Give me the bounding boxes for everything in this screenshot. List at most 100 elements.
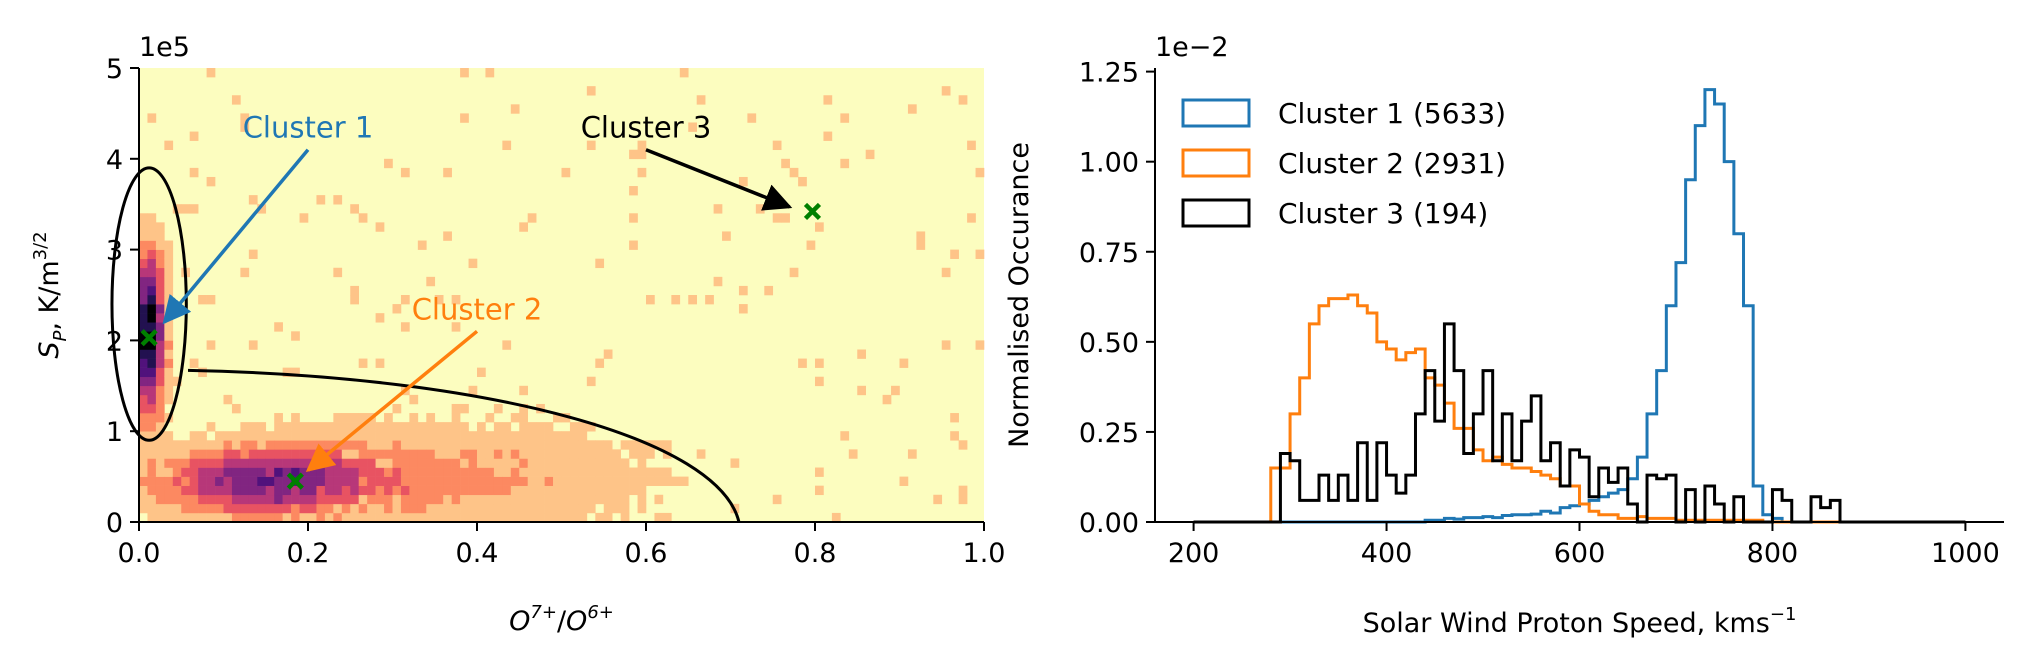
- heatmap-cell: [155, 403, 165, 414]
- heatmap-cell: [417, 449, 427, 459]
- heatmap-cell: [350, 413, 359, 423]
- heatmap-cell: [553, 503, 562, 514]
- heatmap-cell: [139, 267, 148, 278]
- heatmap-cell: [688, 122, 697, 132]
- heatmap-cell: [189, 431, 199, 441]
- heatmap-cell: [646, 467, 655, 477]
- heatmap-cell: [172, 485, 182, 496]
- heatmap-cell: [164, 458, 174, 468]
- heatmap-cell: [434, 458, 444, 468]
- heatmap-cell: [384, 503, 393, 514]
- heatmap-cell: [265, 485, 275, 496]
- heatmap-cell: [967, 213, 976, 223]
- heatmap-cell: [291, 367, 300, 378]
- heatmap-cell: [586, 467, 596, 477]
- legend-swatch: [1181, 98, 1251, 128]
- heatmap-cell: [392, 304, 402, 314]
- heatmap-cell: [493, 458, 503, 468]
- heatmap-cell: [451, 431, 461, 441]
- heatmap-cell: [578, 440, 588, 450]
- heatmap-cell: [206, 503, 216, 514]
- heatmap-cell: [316, 494, 326, 505]
- heatmap-cell: [350, 285, 359, 296]
- heatmap-cell: [248, 467, 258, 477]
- heatmap-cell: [358, 512, 368, 523]
- heatmap-cell: [189, 449, 199, 459]
- heatmap-cell: [620, 467, 630, 477]
- heatmap-cell: [181, 467, 190, 477]
- heatmap-cell: [274, 440, 283, 450]
- heatmap-cell: [477, 440, 486, 450]
- heatmap-cell: [257, 494, 267, 505]
- heatmap-cell: [375, 431, 385, 441]
- heatmap-cell: [519, 512, 528, 523]
- heatmap-cell: [215, 467, 224, 477]
- heatmap-cell: [147, 231, 157, 241]
- heatmap-cell: [248, 195, 258, 205]
- heatmap-cell: [240, 494, 250, 505]
- y-offset-label: 1e5: [139, 32, 190, 63]
- heatmap-cell: [231, 494, 241, 505]
- heatmap-cell: [172, 494, 182, 505]
- heatmap-cell: [308, 512, 317, 523]
- heatmap-cell: [155, 358, 165, 368]
- heatmap-cell: [586, 503, 596, 514]
- heatmap-cell: [155, 267, 165, 278]
- heatmap-cell: [620, 485, 630, 496]
- heatmap-cell: [502, 467, 512, 477]
- heatmap-cell: [231, 449, 241, 459]
- heatmap-cell: [477, 467, 486, 477]
- heatmap-cell: [333, 431, 343, 441]
- heatmap-cell: [958, 95, 968, 105]
- heatmap-cell: [316, 422, 326, 432]
- heatmap-cell: [553, 467, 562, 477]
- heatmap-cell: [815, 485, 824, 496]
- heatmap-cell: [223, 394, 233, 405]
- heatmap-cell: [341, 431, 351, 441]
- heatmap-cell: [688, 295, 697, 305]
- heatmap-cell: [206, 422, 216, 432]
- heatmap-cell: [502, 494, 512, 505]
- heatmap-cell: [595, 258, 605, 269]
- heatmap-cell: [477, 458, 486, 468]
- heatmap-cell: [654, 494, 664, 505]
- heatmap-cell: [460, 494, 469, 505]
- heatmap-cell: [172, 449, 182, 459]
- heatmap-cell: [629, 467, 638, 477]
- heatmap-cell: [189, 476, 199, 486]
- heatmap-cell: [164, 322, 174, 332]
- heatmap-cell: [578, 476, 588, 486]
- heatmap-cell: [485, 494, 495, 505]
- heatmap-cell: [147, 322, 157, 332]
- heatmap-cell: [155, 249, 165, 259]
- heatmap-cell: [147, 512, 157, 523]
- heatmap-cell: [468, 440, 478, 450]
- heatmap-cell: [519, 413, 528, 423]
- heatmap-cell: [510, 503, 520, 514]
- heatmap-cell: [527, 467, 537, 477]
- heatmap-cell: [705, 295, 714, 305]
- heatmap-cell: [586, 86, 596, 96]
- y-offset-label: 1e−2: [1155, 32, 1229, 63]
- heatmap-cell: [147, 249, 157, 259]
- heatmap-cell: [198, 440, 207, 450]
- heatmap-cell: [510, 431, 520, 441]
- heatmap-cell: [248, 449, 258, 459]
- heatmap-cell: [172, 476, 182, 486]
- heatmap-cell: [561, 512, 571, 523]
- heatmap-cell: [155, 331, 165, 341]
- heatmap-cell: [223, 494, 233, 505]
- heatmap-cell: [637, 440, 647, 450]
- heatmap-cell: [333, 458, 343, 468]
- heatmap-cell: [206, 449, 216, 459]
- heatmap-cell: [434, 431, 444, 441]
- heatmap-cell: [257, 476, 267, 486]
- heatmap-cell: [240, 422, 250, 432]
- heatmap-cell: [155, 376, 165, 387]
- heatmap-cell: [417, 240, 427, 250]
- heatmap-cell: [713, 276, 723, 287]
- heatmap-cell: [164, 258, 174, 269]
- heatmap-cell: [350, 512, 359, 523]
- heatmap-cell: [958, 440, 968, 450]
- heatmap-cell: [164, 267, 174, 278]
